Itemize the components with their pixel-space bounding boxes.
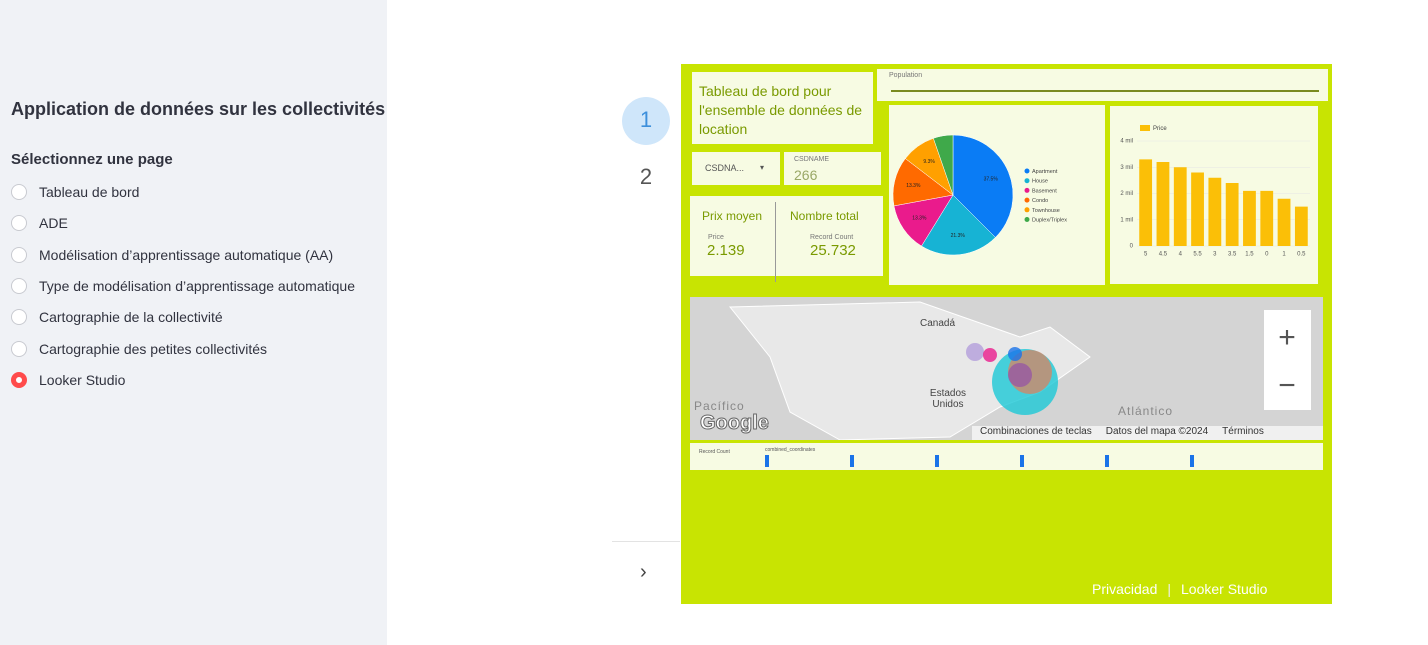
slider-panel: Population	[877, 69, 1328, 101]
radio-text: Looker Studio	[39, 371, 126, 388]
kpi-panel: Prix moyen Price 2.139 Nombre total Reco…	[690, 196, 883, 282]
radio-text: Cartographie des petites collectivités	[39, 340, 268, 357]
map-attribution: Combinaciones de teclas Datos del mapa ©…	[972, 426, 1323, 440]
brand-link[interactable]: Looker Studio	[1181, 581, 1268, 597]
map-shapes: + −	[690, 297, 1323, 440]
filter-card: CSDNAME 266	[784, 152, 881, 185]
dropdown-text: CSDNA...	[705, 163, 745, 173]
radio-text: Cartographie de la collectivité	[39, 309, 223, 326]
dropdown-caret: ▾	[760, 163, 765, 172]
bubble	[983, 348, 997, 362]
map-label: Estados Unidos	[929, 388, 967, 410]
bubble	[1008, 363, 1032, 387]
sidebar-title: Application de données sur les collectiv…	[11, 99, 386, 119]
next-arrow[interactable]: ›	[640, 561, 647, 583]
radio-text: ADE	[39, 215, 68, 232]
radio-text: Tableau de bord	[39, 184, 140, 200]
radio-text: Modélisation d’apprentissage automatique…	[39, 246, 334, 263]
size-legend: Record Count	[699, 449, 730, 455]
dashboard-title: Tableau de bord pour l'ensemble de donné…	[699, 83, 863, 137]
radio-label: Sélectionnez une page	[11, 151, 173, 168]
dropdown[interactable]: CSDNA... ▾	[692, 152, 780, 185]
radio-option[interactable]: Type de modélisation d’apprentissage aut…	[11, 277, 355, 294]
radio-option[interactable]: Modélisation d’apprentissage automatique…	[11, 246, 334, 263]
total-label: Record Count	[810, 234, 854, 241]
total-title: Nombre total	[790, 209, 859, 223]
map-label: Canadá	[920, 318, 956, 329]
zoom-control[interactable]	[1264, 310, 1311, 410]
avg-value: 2.139	[707, 242, 745, 259]
map-label: Pacífico	[694, 399, 745, 413]
radio-text: Type de modélisation d’apprentissage aut…	[39, 277, 355, 294]
kpi-divider	[775, 202, 776, 282]
filter-label: CSDNAME	[794, 156, 830, 163]
radio-option[interactable]: Looker Studio	[11, 371, 126, 388]
radio-option[interactable]: Cartographie de la collectivité	[11, 309, 223, 326]
color-legend: combined_coordinates	[765, 447, 816, 453]
privacy-link[interactable]: Privacidad	[1092, 581, 1158, 597]
page-2[interactable]: 2	[639, 164, 653, 189]
google-logo: Google	[700, 412, 770, 435]
map[interactable]: + − Canadá Estados Unidos Pacífico Atlán…	[690, 297, 1323, 440]
bar-panel	[1110, 106, 1318, 284]
sidebar: Application de données sur les collectiv…	[0, 0, 387, 645]
zoom-in[interactable]: +	[1278, 321, 1296, 354]
page-1[interactable]: 1	[639, 107, 653, 132]
radio[interactable]	[11, 215, 27, 232]
radio-option[interactable]: ADE	[11, 215, 68, 232]
map-legend: Record Count combined_coordinates	[690, 443, 1323, 470]
avg-label: Price	[708, 234, 724, 241]
slider[interactable]	[891, 90, 1319, 92]
radio[interactable]	[11, 246, 27, 263]
pie-panel	[889, 105, 1105, 285]
legend-dots	[765, 455, 1215, 467]
radio[interactable]	[11, 277, 27, 294]
avg-title: Prix moyen	[702, 209, 763, 223]
bubble	[1008, 347, 1022, 361]
footer: Privacidad | Looker Studio	[1092, 581, 1268, 597]
zoom-out[interactable]: −	[1278, 369, 1296, 402]
divider	[612, 541, 680, 542]
page-1-bg[interactable]	[622, 97, 670, 145]
map-terms[interactable]: Términos	[1222, 426, 1264, 437]
title-panel: Tableau de bord pour l'ensemble de donné…	[692, 72, 873, 144]
radio[interactable]	[11, 184, 27, 200]
radio-option[interactable]: Cartographie des petites collectivités	[11, 340, 268, 357]
map-shortcuts[interactable]: Combinaciones de teclas	[980, 426, 1092, 437]
filter-value: 266	[794, 167, 818, 183]
radio-option[interactable]: Tableau de bord	[11, 184, 139, 200]
radio[interactable]	[11, 309, 27, 326]
map-label: Atlántico	[1118, 404, 1174, 418]
slider-label: Population	[889, 72, 923, 79]
map-data: Datos del mapa ©2024	[1105, 426, 1209, 437]
radio[interactable]	[11, 340, 27, 357]
total-value: 25.732	[810, 242, 856, 259]
bubble	[966, 343, 984, 361]
radio[interactable]	[11, 371, 27, 388]
